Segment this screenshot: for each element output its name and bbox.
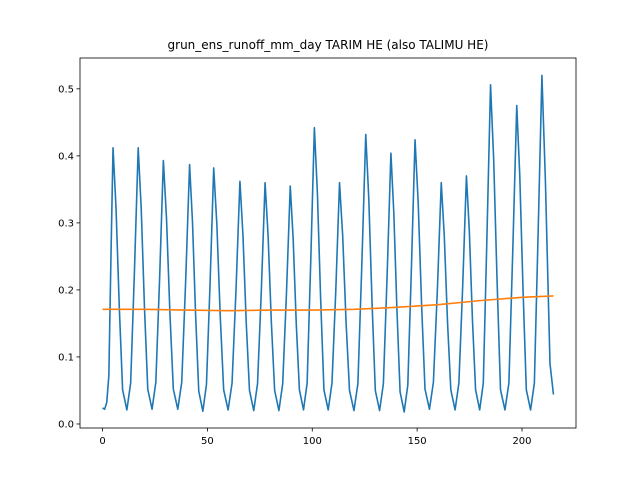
x-tick-label: 50 [201,436,214,447]
y-tick-label: 0.3 [58,218,74,229]
series-runoff-line [102,74,555,413]
y-tick-label: 0.5 [58,84,74,95]
series-trend-line [102,295,554,312]
plot-area: 0 50 100 150 200 0.0 0.1 0.2 0.3 0.4 0.5 [58,57,577,447]
x-axis: 0 50 100 150 200 [99,428,532,447]
y-axis: 0.0 0.1 0.2 0.3 0.4 0.5 [58,84,80,430]
y-tick-label: 0.2 [58,285,74,296]
x-tick-label: 150 [408,436,427,447]
y-tick-label: 0.4 [58,151,74,162]
x-tick-label: 200 [512,436,531,447]
chart-title: grun_ens_runoff_mm_day TARIM HE (also TA… [168,38,489,52]
x-tick-label: 100 [303,436,322,447]
y-tick-label: 0.0 [58,419,74,430]
series-layer [102,74,555,413]
axes-frame [79,57,577,429]
x-tick-label: 0 [99,436,105,447]
y-tick-label: 0.1 [58,352,74,363]
